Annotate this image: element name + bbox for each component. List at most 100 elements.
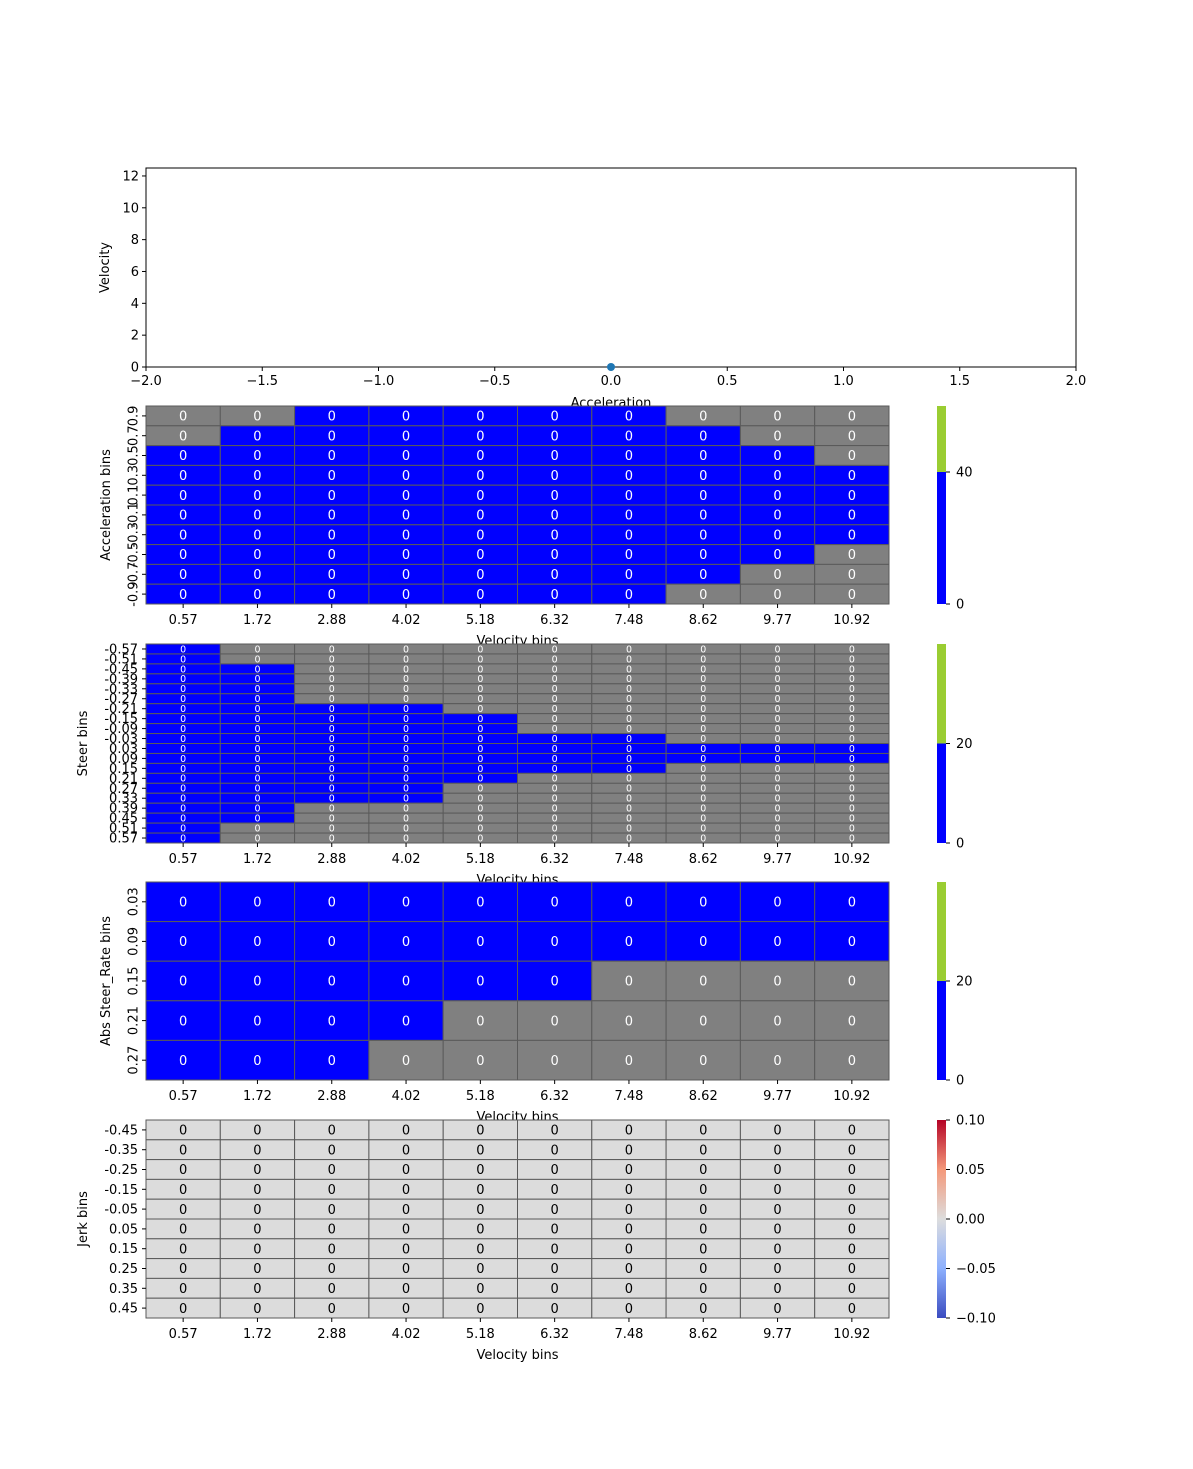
cell-value: 0 [552, 754, 558, 765]
y-tick-label: -0.15 [104, 1183, 138, 1198]
y-tick-label: 0.03 [127, 887, 142, 916]
cell-value: 0 [775, 704, 781, 715]
cell-value: 0 [477, 654, 483, 665]
cell-value: 0 [253, 935, 261, 950]
cell-value: 0 [329, 774, 335, 785]
cell-value: 0 [403, 724, 409, 735]
cell-value: 0 [476, 509, 484, 524]
heatmap-cell [517, 1039, 593, 1081]
cell-value: 0 [552, 764, 558, 775]
cell-value: 0 [849, 804, 855, 815]
cell-value: 0 [403, 734, 409, 745]
cell-value: 0 [329, 823, 335, 834]
cell-value: 0 [551, 1242, 559, 1257]
cell-value: 0 [402, 1163, 410, 1178]
cell-value: 0 [329, 784, 335, 795]
cell-value: 0 [179, 935, 187, 950]
cell-value: 0 [328, 935, 336, 950]
x-tick-label: 9.77 [763, 852, 792, 867]
cell-value: 0 [403, 744, 409, 755]
y-tick-label: 0.3 [127, 465, 142, 486]
cell-value: 0 [849, 754, 855, 765]
heatmap-cell [665, 1039, 741, 1081]
heatmap-cell [294, 960, 370, 1002]
cell-value: 0 [476, 528, 484, 543]
cell-value: 0 [328, 1124, 336, 1139]
cell-value: 0 [180, 694, 186, 705]
cell-value: 0 [775, 823, 781, 834]
cell-value: 0 [551, 935, 559, 950]
y-tick-label: 0.27 [127, 1046, 142, 1075]
cell-value: 0 [849, 833, 855, 844]
cell-value: 0 [402, 1143, 410, 1158]
cell-value: 0 [625, 1163, 633, 1178]
scatter-y-label: Velocity [98, 242, 113, 293]
cell-value: 0 [775, 833, 781, 844]
y-tick-label: 0.57 [109, 832, 138, 847]
cell-value: 0 [328, 489, 336, 504]
cell-value: 0 [253, 1302, 261, 1317]
cell-value: 0 [179, 528, 187, 543]
x-tick-label: 10.92 [833, 1327, 870, 1342]
cell-value: 0 [700, 714, 706, 725]
cell-value: 0 [179, 429, 187, 444]
cell-value: 0 [700, 814, 706, 825]
cell-value: 0 [402, 568, 410, 583]
cell-value: 0 [476, 975, 484, 990]
cell-value: 0 [253, 1163, 261, 1178]
heatmap-cell [145, 921, 221, 962]
scatter-point [607, 363, 615, 371]
cell-value: 0 [476, 489, 484, 504]
cell-value: 0 [552, 804, 558, 815]
heatmap-cell [368, 960, 444, 1002]
y-tick-label: 0.45 [109, 812, 138, 827]
cell-value: 0 [625, 1302, 633, 1317]
cell-value: 0 [402, 469, 410, 484]
x-axis-label: Velocity bins [476, 1348, 558, 1363]
x-tick-label: 7.48 [614, 1089, 643, 1104]
scatter-x-tick-label: −1.5 [246, 374, 278, 389]
cell-value: 0 [476, 1282, 484, 1297]
x-tick-label: 10.92 [833, 852, 870, 867]
cell-value: 0 [625, 568, 633, 583]
cell-value: 0 [551, 548, 559, 563]
cell-value: 0 [848, 1302, 856, 1317]
cell-value: 0 [625, 935, 633, 950]
cell-value: 0 [773, 1282, 781, 1297]
cell-value: 0 [849, 684, 855, 695]
cell-value: 0 [848, 1203, 856, 1218]
cell-value: 0 [773, 935, 781, 950]
cell-value: 0 [477, 744, 483, 755]
cell-value: 0 [329, 833, 335, 844]
heatmap-cell [368, 1000, 444, 1041]
y-tick-label: 0.51 [109, 822, 138, 837]
y-axis-label: Acceleration bins [99, 449, 114, 561]
scatter-x-tick-label: −1.0 [363, 374, 395, 389]
cell-value: 0 [552, 684, 558, 695]
cell-value: 0 [403, 664, 409, 675]
cell-value: 0 [179, 1242, 187, 1257]
cell-value: 0 [403, 644, 409, 655]
cell-value: 0 [626, 704, 632, 715]
cell-value: 0 [699, 528, 707, 543]
cell-value: 0 [626, 644, 632, 655]
cell-value: 0 [477, 774, 483, 785]
cell-value: 0 [552, 734, 558, 745]
cell-value: 0 [699, 975, 707, 990]
cell-value: 0 [254, 714, 260, 725]
heatmap-cell [739, 921, 816, 962]
y-tick-label: 0.21 [127, 1006, 142, 1035]
cell-value: 0 [626, 654, 632, 665]
x-tick-label: 0.57 [169, 1327, 198, 1342]
cell-value: 0 [552, 714, 558, 725]
cell-value: 0 [403, 654, 409, 665]
x-tick-label: 9.77 [763, 613, 792, 628]
cell-value: 0 [848, 1282, 856, 1297]
cell-value: 0 [626, 694, 632, 705]
cell-value: 0 [476, 1143, 484, 1158]
y-tick-label: -0.7 [127, 562, 142, 587]
cell-value: 0 [179, 410, 187, 425]
cell-value: 0 [552, 664, 558, 675]
heatmap-cell [517, 921, 593, 962]
cell-value: 0 [849, 714, 855, 725]
